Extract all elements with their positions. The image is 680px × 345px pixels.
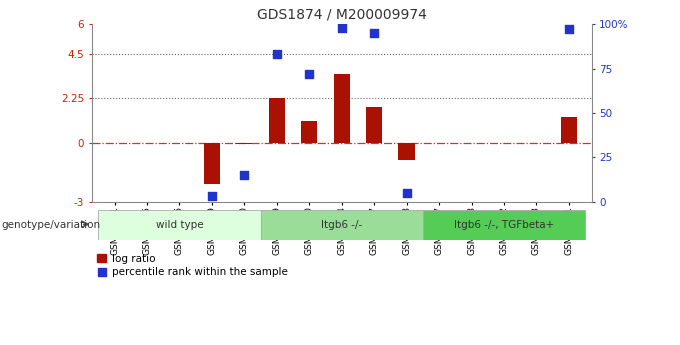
Text: genotype/variation: genotype/variation <box>1 220 101 230</box>
Point <box>401 190 412 196</box>
Bar <box>334 73 350 142</box>
Point <box>239 172 250 178</box>
Bar <box>269 98 285 142</box>
Title: GDS1874 / M200009974: GDS1874 / M200009974 <box>257 8 426 22</box>
Bar <box>204 142 220 184</box>
Point <box>207 194 218 199</box>
Bar <box>301 121 318 142</box>
Point <box>564 27 575 32</box>
Bar <box>423 210 585 240</box>
Point <box>337 25 347 30</box>
Bar <box>366 107 382 142</box>
Bar <box>236 142 252 144</box>
Text: Itgb6 -/-, TGFbeta+: Itgb6 -/-, TGFbeta+ <box>454 220 554 230</box>
Bar <box>398 142 415 160</box>
Bar <box>561 117 577 142</box>
Point <box>369 30 379 36</box>
Text: Itgb6 -/-: Itgb6 -/- <box>321 220 362 230</box>
Point <box>304 71 315 77</box>
Point <box>271 52 282 57</box>
Text: wild type: wild type <box>156 220 203 230</box>
Bar <box>260 210 423 240</box>
Bar <box>99 210 260 240</box>
Legend: log ratio, percentile rank within the sample: log ratio, percentile rank within the sa… <box>97 254 288 277</box>
